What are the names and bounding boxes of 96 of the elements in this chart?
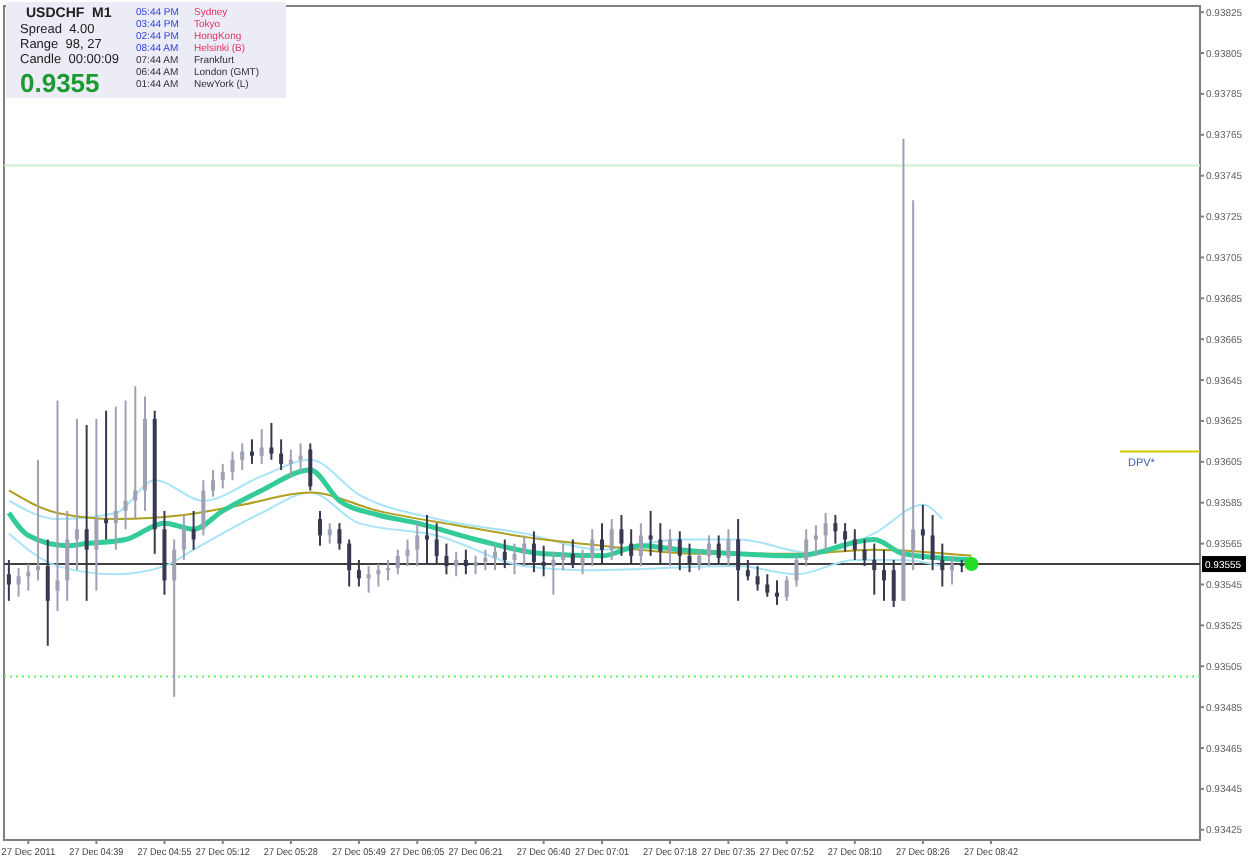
candlestick [74, 417, 79, 572]
candlestick [94, 417, 99, 592]
candlestick [668, 528, 673, 568]
candlestick [794, 554, 799, 588]
candlestick [288, 448, 293, 478]
candlestick [901, 137, 906, 602]
candlestick [950, 554, 955, 586]
candlestick [444, 542, 449, 576]
candlestick [318, 509, 323, 547]
candlestick [220, 462, 225, 490]
candlestick [940, 542, 945, 588]
candlestick [619, 513, 624, 557]
candlestick [424, 513, 429, 566]
candlestick [191, 509, 196, 551]
candlestick [512, 542, 517, 576]
candlestick [677, 530, 682, 572]
candlestick [745, 558, 750, 582]
candlestick [541, 544, 546, 578]
candlestick [337, 522, 342, 551]
candlestick [580, 548, 585, 576]
candlestick [463, 548, 468, 576]
candlestick [308, 442, 313, 492]
candlestick [104, 409, 109, 541]
candlestick [687, 542, 692, 574]
candlestick [726, 528, 731, 568]
annotation: 0.9355 [20, 68, 100, 98]
candlestick [454, 550, 459, 578]
candlestick [172, 538, 177, 698]
candlestick [872, 542, 877, 596]
candlestick [473, 554, 478, 576]
candlestick [706, 534, 711, 568]
candlestick [531, 530, 536, 574]
candlestick [366, 565, 371, 594]
candlestick [45, 538, 50, 647]
candlestick [395, 548, 400, 576]
candlestick [804, 528, 809, 568]
candlestick [736, 518, 741, 602]
candlestick [784, 575, 789, 602]
candlestick [298, 442, 303, 474]
candlestick [6, 558, 11, 602]
candlestick [415, 522, 420, 568]
candlestick [356, 558, 361, 588]
candlestick [483, 548, 488, 572]
candlestick [386, 558, 391, 582]
candlestick [376, 563, 381, 588]
candlestick [570, 538, 575, 570]
candlestick [765, 573, 770, 598]
candlestick [327, 522, 332, 545]
candlestick [502, 538, 507, 570]
candlestick [123, 399, 128, 531]
candlestick [911, 199, 916, 572]
candlestick [716, 534, 721, 566]
candlestick [590, 528, 595, 568]
candlestick [201, 479, 206, 537]
candlestick [522, 534, 527, 568]
candlestick [279, 438, 284, 472]
candlestick [755, 565, 760, 592]
candlestick [434, 522, 439, 566]
candlestick [881, 548, 886, 602]
candlestick [181, 513, 186, 561]
candlestick [26, 563, 31, 592]
candlestick [113, 405, 118, 551]
candlestick [658, 522, 663, 566]
candlestick [493, 542, 498, 572]
candlestick [833, 513, 838, 545]
candlestick [813, 524, 818, 557]
candlestick [609, 518, 614, 561]
candlestick [920, 503, 925, 561]
candlestick [852, 528, 857, 561]
candlestick [697, 548, 702, 572]
candlestick [561, 542, 566, 572]
candlestick [259, 428, 264, 465]
candlestick [638, 522, 643, 568]
candlestick [133, 385, 138, 521]
candlestick [269, 422, 274, 461]
candlestick [600, 522, 604, 566]
candlestick [211, 469, 216, 498]
candlestick [648, 509, 653, 557]
candlestick [347, 538, 352, 588]
candlestick [405, 538, 410, 568]
candlestick [249, 438, 254, 465]
candlestick [862, 538, 867, 568]
candlestick [843, 522, 848, 553]
candlestick [551, 550, 556, 596]
candlestick [775, 579, 780, 606]
candlestick [930, 513, 935, 572]
candlestick [240, 442, 245, 472]
candlestick [84, 424, 89, 602]
candlestick [55, 399, 60, 613]
candlestick [823, 511, 828, 551]
candlestick [65, 509, 70, 602]
candlestick [36, 458, 41, 582]
candlestick [16, 567, 21, 598]
candlestick [891, 558, 896, 608]
candlestick [629, 528, 634, 566]
candlestick [230, 450, 235, 482]
